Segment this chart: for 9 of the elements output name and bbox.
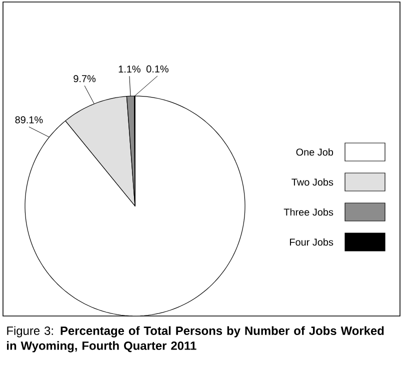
data-label: 9.7% <box>74 75 96 82</box>
legend-label: One Job <box>296 148 334 156</box>
data-label: 1.1% <box>118 66 140 73</box>
text: Figure 3: Percentage of Total Persons by Number of Jobs Worked in Wyoming, Fourth Quarter 2011 <box>7 326 384 352</box>
data-label: 0.1% <box>146 65 168 72</box>
legend-label: Four Jobs <box>290 238 334 246</box>
legend-label: Two Jobs <box>292 178 334 186</box>
legend-label: Three Jobs <box>284 208 334 216</box>
data-label: 89.1% <box>15 116 43 124</box>
